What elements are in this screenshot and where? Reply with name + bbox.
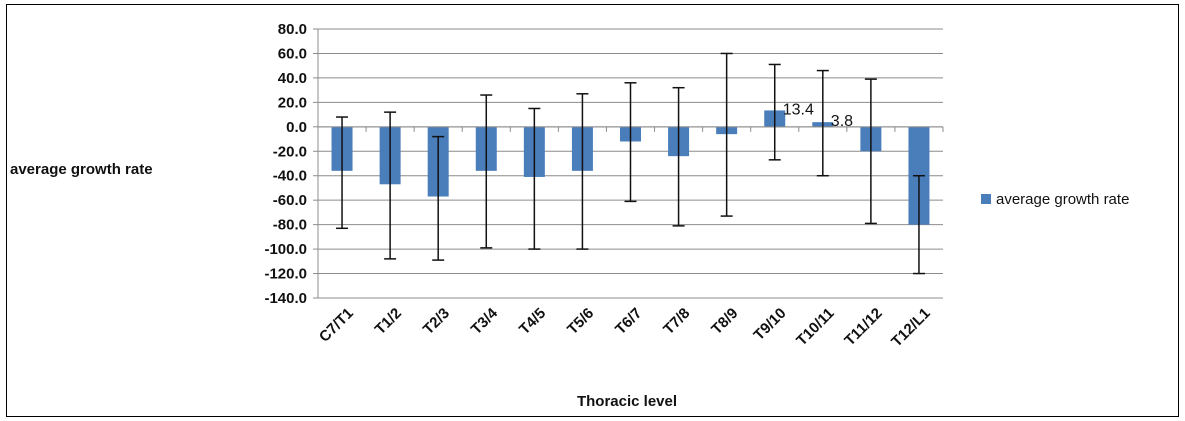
legend-swatch — [981, 194, 991, 204]
x-axis-title: Thoracic level — [577, 393, 677, 410]
x-tick-label: T1/2 — [372, 305, 405, 338]
y-tick-label: 60.0 — [278, 45, 307, 62]
x-tick-label: T4/5 — [516, 305, 549, 338]
y-tick-label: 20.0 — [278, 94, 307, 111]
y-tick-label: -40.0 — [273, 168, 307, 185]
x-tick-label: T8/9 — [708, 305, 741, 338]
axes — [313, 28, 944, 299]
x-tick-label: T7/8 — [660, 305, 693, 338]
x-tick-label: T5/6 — [564, 305, 597, 338]
x-tick-label: T12/L1 — [888, 305, 934, 351]
x-tick-label: T3/4 — [468, 304, 502, 338]
y-tick-label: 40.0 — [278, 70, 307, 87]
data-label: 3.8 — [831, 113, 853, 130]
x-tick-label: T6/7 — [612, 305, 645, 338]
y-tick-label: -60.0 — [273, 192, 307, 209]
x-tick-label: T10/11 — [793, 305, 837, 349]
y-tick-label: 0.0 — [286, 119, 307, 136]
x-tick-label: T11/12 — [841, 305, 885, 349]
x-tick-label: T2/3 — [420, 305, 453, 338]
x-tick-label: C7/T1 — [316, 305, 357, 346]
x-tick-label: T9/10 — [750, 305, 789, 344]
y-tick-label: -20.0 — [273, 143, 307, 160]
data-label: 13.4 — [783, 101, 814, 118]
y-tick-label: -140.0 — [264, 290, 307, 307]
y-axis-title: average growth rate — [10, 161, 153, 178]
error-bars — [336, 52, 925, 275]
legend: average growth rate — [981, 191, 1129, 208]
y-tick-label: 80.0 — [278, 21, 307, 38]
y-tick-label: -120.0 — [264, 266, 307, 283]
y-tick-label: -80.0 — [273, 217, 307, 234]
y-tick-label: -100.0 — [264, 241, 307, 258]
labels: 80.0 60.0 40.0 20.0 0.0 -20.0 -40.0 -60.0 -80.0 -… — [264, 21, 933, 350]
chart-frame — [6, 4, 1179, 417]
gridlines — [318, 28, 943, 299]
legend-label: average growth rate — [996, 191, 1129, 208]
